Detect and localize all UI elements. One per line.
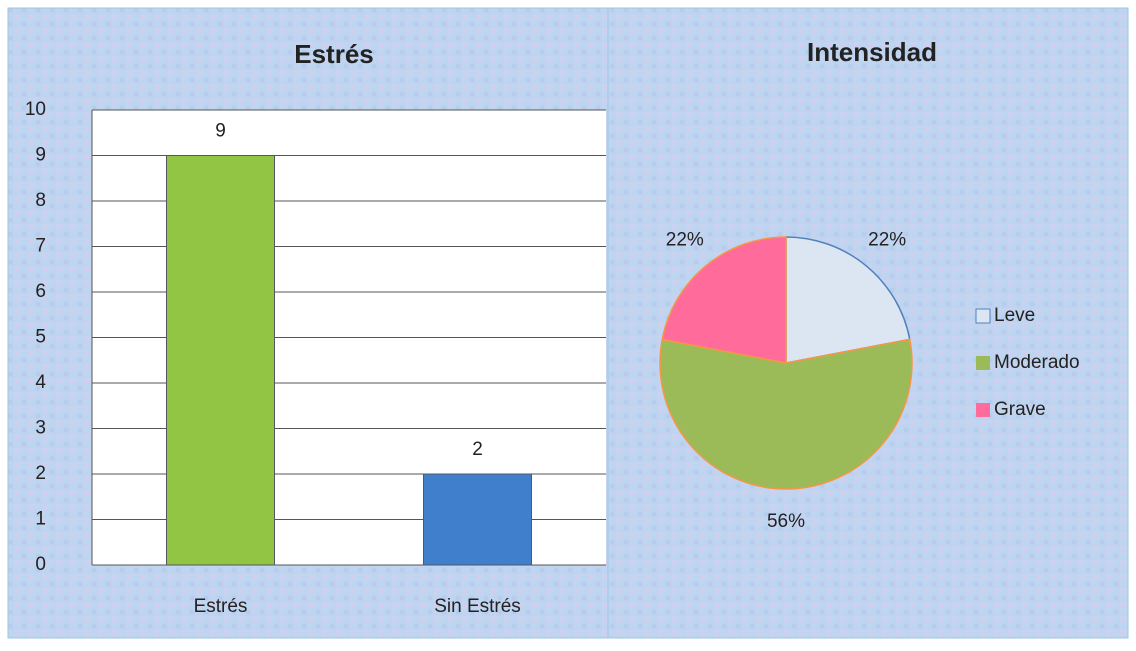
data-label: 56% [767, 511, 805, 532]
bar [166, 155, 275, 566]
legend-label: Grave [994, 399, 1046, 420]
chart-title: Intensidad [807, 37, 937, 67]
data-label: 22% [868, 230, 906, 251]
y-tick-label: 3 [35, 418, 46, 439]
data-label: 2 [472, 439, 483, 460]
legend-swatch [976, 403, 990, 417]
x-tick-label: Estrés [194, 596, 248, 617]
y-tick-label: 4 [35, 372, 46, 393]
legend-label: Leve [994, 305, 1035, 326]
bar [423, 473, 532, 566]
y-tick-label: 0 [35, 554, 46, 575]
y-tick-label: 5 [35, 327, 46, 348]
y-tick-label: 2 [35, 463, 46, 484]
x-tick-label: Sin Estrés [434, 596, 521, 617]
data-label: 9 [215, 121, 226, 142]
pie-slice [785, 236, 911, 364]
chart-title: Estrés [294, 39, 374, 69]
y-tick-label: 10 [25, 99, 46, 120]
y-tick-label: 9 [35, 145, 46, 166]
legend-swatch [975, 308, 991, 324]
legend-swatch [976, 356, 990, 370]
pie-slice [659, 338, 913, 490]
legend-label: Moderado [994, 352, 1080, 373]
y-tick-label: 8 [35, 190, 46, 211]
y-tick-label: 7 [35, 236, 46, 257]
y-tick-label: 1 [35, 509, 46, 530]
pie-slice [661, 236, 787, 364]
y-tick-label: 6 [35, 281, 46, 302]
data-label: 22% [666, 230, 704, 251]
